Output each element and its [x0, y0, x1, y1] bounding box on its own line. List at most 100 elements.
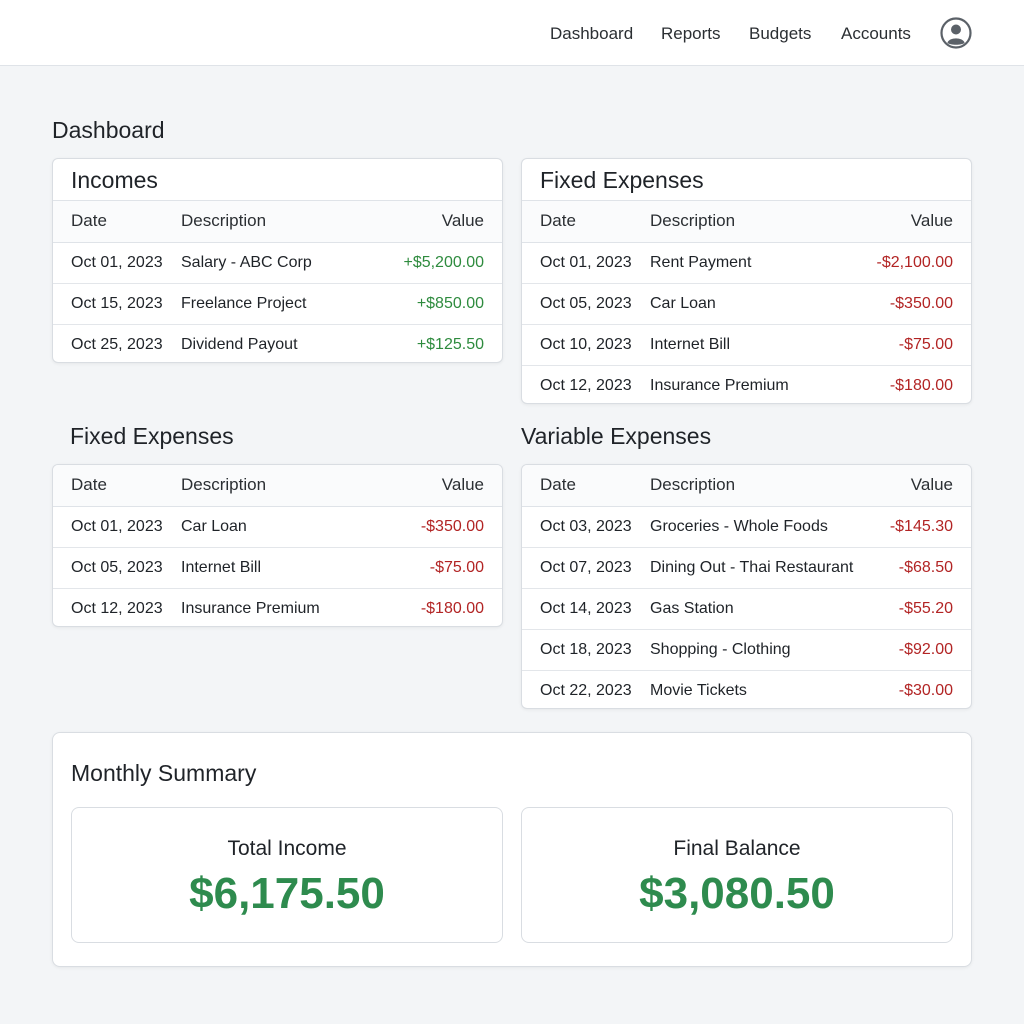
table-row[interactable]: Oct 15, 2023 Freelance Project +$850.00	[53, 283, 502, 325]
row-description: Dining Out - Thai Restaurant	[650, 547, 880, 589]
fixed-expenses-table: Date Description Value Oct 01, 2023 Rent…	[522, 201, 971, 403]
row-description: Gas Station	[650, 588, 880, 630]
total-income-value: $6,175.50	[189, 869, 385, 918]
row-value: -$30.00	[898, 681, 953, 699]
table-row[interactable]: Oct 14, 2023 Gas Station -$55.20	[522, 588, 971, 630]
nav-item-budgets[interactable]: Budgets	[749, 24, 812, 43]
monthly-summary-card: Monthly Summary Total Income $6,175.50 F…	[52, 732, 972, 967]
row-value: +$5,200.00	[364, 242, 502, 284]
column-header-value: Value	[364, 201, 502, 243]
row-date: Oct 01, 2023	[53, 242, 181, 284]
row-value: -$68.50	[879, 547, 971, 589]
nav-item-reports[interactable]: Reports	[661, 24, 721, 43]
row-value: -$55.20	[879, 588, 971, 630]
row-description: Groceries - Whole Foods	[650, 506, 880, 548]
row-description: Insurance Premium	[181, 599, 320, 617]
table-row[interactable]: Oct 12, 2023 Insurance Premium -$180.00	[53, 588, 502, 626]
table-row[interactable]: Oct 01, 2023 Rent Payment -$2,100.00	[522, 242, 971, 284]
table-row[interactable]: Oct 05, 2023 Car Loan -$350.00	[522, 283, 971, 325]
row-value: +$125.50	[416, 335, 484, 353]
row-description: Shopping - Clothing	[650, 629, 880, 671]
row-date: Oct 07, 2023	[522, 547, 650, 589]
table-row[interactable]: Oct 03, 2023 Groceries - Whole Foods -$1…	[522, 506, 971, 548]
column-header-date: Date	[53, 465, 181, 507]
row-description: Car Loan	[181, 506, 384, 548]
row-value: -$75.00	[383, 547, 502, 589]
row-value: +$850.00	[364, 283, 502, 325]
row-date: Oct 01, 2023	[53, 506, 181, 548]
row-description: Salary - ABC Corp	[181, 242, 365, 284]
row-description: Internet Bill	[181, 547, 384, 589]
table-row[interactable]: Oct 12, 2023 Insurance Premium -$180.00	[522, 365, 971, 403]
total-income-box: Total Income $6,175.50	[71, 807, 503, 943]
table-row[interactable]: Oct 05, 2023 Internet Bill -$75.00	[53, 547, 502, 589]
table-row[interactable]: Oct 07, 2023 Dining Out - Thai Restauran…	[522, 547, 971, 589]
column-header-description: Description	[181, 465, 384, 507]
row-date: Oct 14, 2023	[522, 588, 650, 630]
incomes-title: Incomes	[53, 159, 502, 201]
column-header-value: Value	[879, 465, 971, 507]
row-description: Freelance Project	[181, 283, 365, 325]
table-header-row: Date Description Value	[53, 201, 502, 243]
row-date: Oct 12, 2023	[540, 376, 632, 394]
row-value: -$180.00	[420, 599, 484, 617]
table-header-row: Date Description Value	[522, 465, 971, 507]
row-description: Movie Tickets	[650, 681, 747, 699]
fixed-expenses-table: Date Description Value Oct 01, 2023 Car …	[53, 465, 502, 626]
total-income-label: Total Income	[227, 837, 347, 860]
incomes-table: Date Description Value Oct 01, 2023 Sala…	[53, 201, 502, 362]
column-header-description: Description	[650, 201, 841, 243]
column-header-date: Date	[522, 201, 650, 243]
top-nav-bar: Dashboard Reports Budgets Accounts	[0, 0, 1024, 66]
row-value: -$145.30	[879, 506, 971, 548]
table-header-row: Date Description Value	[522, 201, 971, 243]
monthly-summary-title: Monthly Summary	[71, 760, 257, 786]
row-date: Oct 18, 2023	[522, 629, 650, 671]
row-value: -$75.00	[840, 324, 971, 366]
row-date: Oct 15, 2023	[53, 283, 181, 325]
table-row[interactable]: Oct 01, 2023 Car Loan -$350.00	[53, 506, 502, 548]
variable-expenses-table: Date Description Value Oct 03, 2023 Groc…	[522, 465, 971, 708]
row-description: Insurance Premium	[650, 376, 789, 394]
table-row[interactable]: Oct 10, 2023 Internet Bill -$75.00	[522, 324, 971, 366]
column-header-value: Value	[840, 201, 971, 243]
row-date: Oct 05, 2023	[522, 283, 650, 325]
row-date: Oct 22, 2023	[540, 681, 632, 699]
fixed-expenses-title: Fixed Expenses	[522, 159, 971, 201]
variable-expenses-section-title: Variable Expenses	[521, 423, 712, 449]
row-value: -$92.00	[879, 629, 971, 671]
row-value: -$350.00	[840, 283, 971, 325]
row-value: -$350.00	[383, 506, 502, 548]
table-row[interactable]: Oct 25, 2023 Dividend Payout +$125.50	[53, 324, 502, 362]
fixed-expenses-section-title: Fixed Expenses	[70, 423, 234, 449]
table-row[interactable]: Oct 22, 2023 Movie Tickets -$30.00	[522, 670, 971, 708]
column-header-description: Description	[181, 201, 365, 243]
row-description: Internet Bill	[650, 324, 841, 366]
column-header-description: Description	[650, 465, 880, 507]
nav-item-accounts[interactable]: Accounts	[841, 24, 911, 43]
row-value: -$2,100.00	[840, 242, 971, 284]
final-balance-label: Final Balance	[673, 837, 801, 860]
nav-item-dashboard[interactable]: Dashboard	[550, 24, 634, 43]
row-date: Oct 03, 2023	[522, 506, 650, 548]
row-value: -$180.00	[889, 376, 953, 394]
table-row[interactable]: Oct 01, 2023 Salary - ABC Corp +$5,200.0…	[53, 242, 502, 284]
table-row[interactable]: Oct 18, 2023 Shopping - Clothing -$92.00	[522, 629, 971, 671]
row-date: Oct 12, 2023	[71, 599, 163, 617]
table-header-row: Date Description Value	[53, 465, 502, 507]
row-description: Car Loan	[650, 283, 841, 325]
row-description: Dividend Payout	[181, 335, 298, 353]
page-title: Dashboard	[52, 117, 165, 143]
incomes-card: Incomes Date Description Value Oct 01, 2…	[52, 158, 503, 363]
final-balance-box: Final Balance $3,080.50	[521, 807, 953, 943]
row-date: Oct 25, 2023	[71, 335, 163, 353]
row-date: Oct 10, 2023	[522, 324, 650, 366]
row-date: Oct 01, 2023	[522, 242, 650, 284]
column-header-date: Date	[53, 201, 181, 243]
column-header-value: Value	[383, 465, 502, 507]
fixed-expenses-card-left: Date Description Value Oct 01, 2023 Car …	[52, 464, 503, 627]
column-header-date: Date	[522, 465, 650, 507]
user-circle-icon[interactable]	[940, 17, 972, 49]
fixed-expenses-card-right: Fixed Expenses Date Description Value Oc…	[521, 158, 972, 404]
variable-expenses-card: Date Description Value Oct 03, 2023 Groc…	[521, 464, 972, 709]
